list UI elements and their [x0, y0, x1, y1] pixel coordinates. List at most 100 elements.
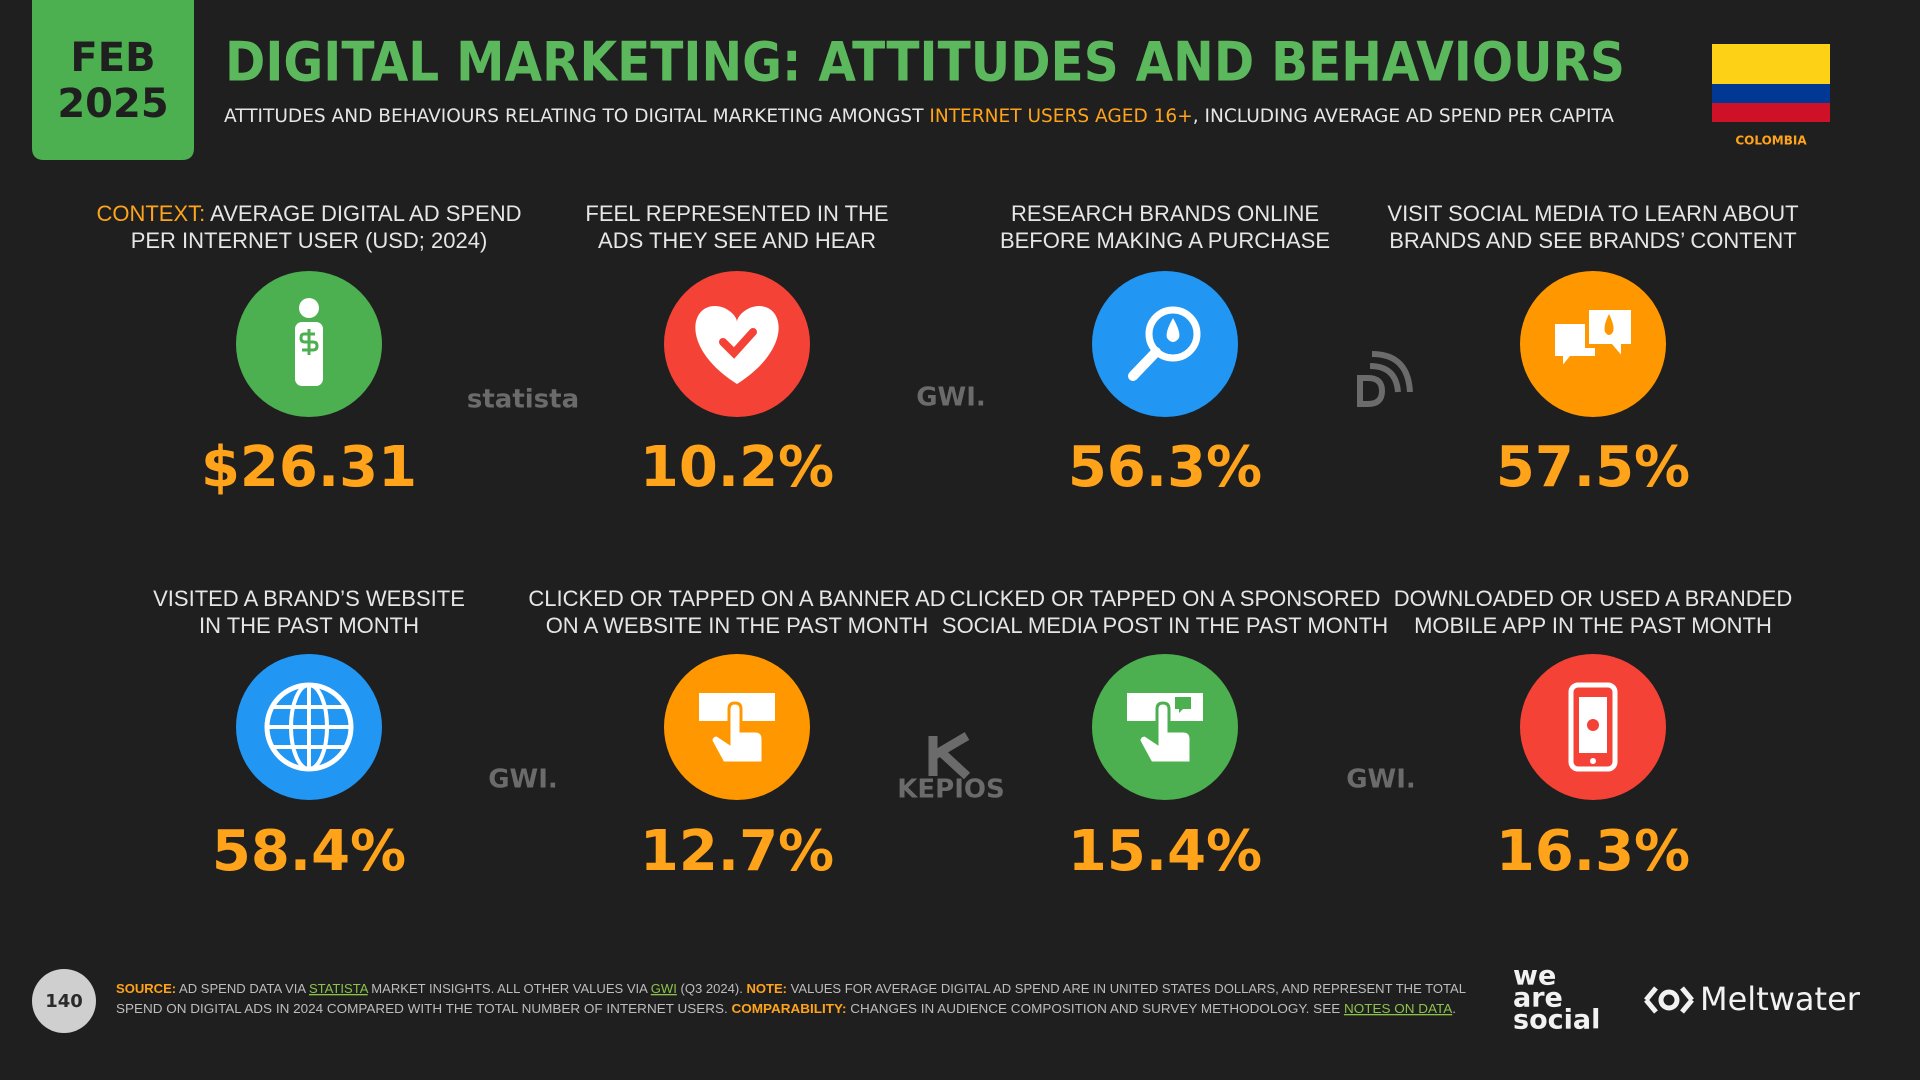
brand-are: are — [1513, 983, 1563, 1014]
tile-label: ON A WEBSITE IN THE PAST MONTH — [546, 613, 929, 638]
icon-check — [719, 328, 757, 359]
flag-red — [1712, 103, 1830, 122]
page-badge — [32, 969, 96, 1033]
tile-label: SOCIAL MEDIA POST IN THE PAST MONTH — [942, 613, 1388, 638]
brand-social: social — [1513, 1005, 1600, 1036]
tile-label: BRANDS AND SEE BRANDS’ CONTENT — [1389, 228, 1796, 253]
icon-phone — [1568, 682, 1618, 772]
tile-label: DOWNLOADED OR USED A BRANDED — [1394, 586, 1793, 611]
meltwater-dot — [1658, 989, 1680, 1011]
date-badge — [32, 0, 194, 160]
tile-value: 57.5% — [1496, 435, 1690, 500]
source-logo: KEPIOS — [897, 775, 1004, 805]
source-label: SOURCE: — [116, 981, 176, 996]
tile-value: 10.2% — [640, 435, 834, 500]
source-logo: statista — [467, 385, 579, 415]
tile-label-line: AVERAGE DIGITAL AD SPEND — [205, 201, 521, 226]
subtitle-highlight: INTERNET USERS AGED 16+ — [929, 105, 1192, 127]
icon-head — [299, 298, 319, 318]
tile-icon-circle — [1092, 271, 1238, 417]
datareportal-arc — [1371, 351, 1413, 393]
tile-icon — [1551, 306, 1635, 376]
tile-label-prefix: CONTEXT: — [96, 201, 205, 226]
badge-year: 2025 — [57, 81, 168, 127]
badge-month: FEB — [70, 35, 155, 81]
icon-drop — [1604, 314, 1614, 335]
comparability-text: CHANGES IN AUDIENCE COMPOSITION AND SURV… — [847, 1001, 1344, 1016]
subtitle-text: ATTITUDES AND BEHAVIOURS RELATING TO DIG… — [224, 105, 929, 127]
tile-icon — [264, 682, 354, 772]
source-link[interactable]: STATISTA — [309, 981, 369, 996]
icon-dollar — [299, 329, 319, 355]
flag-blue — [1712, 84, 1830, 103]
tile-icon — [1127, 693, 1203, 765]
source-text: (Q3 2024). — [677, 981, 747, 996]
source-logo: GWI. — [916, 383, 986, 413]
page-number: 140 — [45, 991, 83, 1012]
footer-line: SOURCE: AD SPEND DATA VIA STATISTA MARKE… — [116, 981, 1466, 996]
tile-label-line: IN THE PAST MONTH — [199, 613, 419, 638]
tile-icon — [699, 693, 775, 765]
icon-app — [1587, 719, 1599, 731]
tile-label: PER INTERNET USER (USD; 2024) — [131, 228, 488, 253]
meltwater-icon — [1644, 986, 1694, 1014]
meltwater-chevrons — [1644, 986, 1694, 1014]
brand-meltwater: Meltwater — [1700, 980, 1861, 1018]
kepios-mark — [928, 732, 971, 780]
tile-icon — [695, 306, 779, 384]
tile-label: FEEL REPRESENTED IN THE — [585, 201, 888, 226]
tile-label: VISITED A BRAND’S WEBSITE — [153, 586, 465, 611]
tile-value: $26.31 — [201, 435, 417, 500]
footer-line: SPEND ON DIGITAL ADS IN 2024 COMPARED WI… — [116, 1001, 1456, 1016]
country: COLOMBIA — [1735, 134, 1807, 148]
source-logo: GWI. — [488, 765, 558, 795]
tile-value: 58.4% — [212, 819, 406, 884]
tile-label-line: SOCIAL MEDIA POST IN THE PAST MONTH — [942, 613, 1388, 638]
icon-lines — [267, 685, 351, 769]
tile-label: MOBILE APP IN THE PAST MONTH — [1414, 613, 1772, 638]
brand-we: we — [1513, 961, 1556, 992]
tile-label-line: MOBILE APP IN THE PAST MONTH — [1414, 613, 1772, 638]
tile-label-line: VISIT SOCIAL MEDIA TO LEARN ABOUT — [1387, 201, 1798, 226]
icon-chat — [1175, 697, 1191, 713]
source-link[interactable]: GWI — [651, 981, 677, 996]
tile-label-line: DOWNLOADED OR USED A BRANDED — [1394, 586, 1793, 611]
tile-label: VISIT SOCIAL MEDIA TO LEARN ABOUT — [1387, 201, 1798, 226]
icon-drop — [1166, 318, 1180, 342]
tile-label-line: ADS THEY SEE AND HEAR — [598, 228, 876, 253]
tile-label-line: BRANDS AND SEE BRANDS’ CONTENT — [1389, 228, 1796, 253]
note-text: VALUES FOR AVERAGE DIGITAL AD SPEND ARE … — [787, 981, 1466, 996]
icon-hand — [709, 701, 765, 765]
tile-label-line: BEFORE MAKING A PURCHASE — [1000, 228, 1330, 253]
source-logo: GWI. — [1346, 765, 1416, 795]
footer-end: . — [1452, 1001, 1456, 1016]
datareportal-d — [1357, 375, 1386, 407]
tile-label-line: CLICKED OR TAPPED ON A BANNER AD — [528, 586, 945, 611]
tile-label: ADS THEY SEE AND HEAR — [598, 228, 876, 253]
datareportal-mark — [1357, 351, 1413, 407]
tile-icon — [295, 298, 323, 386]
tile-label-line: PER INTERNET USER (USD; 2024) — [131, 228, 488, 253]
note-label: NOTE: — [746, 981, 787, 996]
tile-label: BEFORE MAKING A PURCHASE — [1000, 228, 1330, 253]
icon-hand — [1137, 701, 1193, 765]
tile-label-line: FEEL REPRESENTED IN THE — [585, 201, 888, 226]
tile-label: IN THE PAST MONTH — [199, 613, 419, 638]
tile-icon — [1568, 682, 1618, 772]
icon-button — [1590, 758, 1596, 764]
flag-yellow — [1712, 44, 1830, 84]
tile-label-line: CLICKED OR TAPPED ON A SPONSORED — [950, 586, 1381, 611]
note-text: SPEND ON DIGITAL ADS IN 2024 COMPARED WI… — [116, 1001, 731, 1016]
tile-label-line: VISITED A BRAND’S WEBSITE — [153, 586, 465, 611]
tile-label: CLICKED OR TAPPED ON A BANNER AD — [528, 586, 945, 611]
tile-label-line: ON A WEBSITE IN THE PAST MONTH — [546, 613, 929, 638]
tile-label-line: RESEARCH BRANDS ONLINE — [1011, 201, 1319, 226]
tile-label: RESEARCH BRANDS ONLINE — [1011, 201, 1319, 226]
tile-icon — [1128, 306, 1201, 381]
notes-link[interactable]: NOTES ON DATA — [1344, 1001, 1453, 1016]
icon-lens — [1145, 306, 1201, 362]
subtitle-text: , INCLUDING AVERAGE AD SPEND PER CAPITA — [1193, 105, 1614, 127]
tile-label: CONTEXT: AVERAGE DIGITAL AD SPEND — [96, 201, 521, 226]
